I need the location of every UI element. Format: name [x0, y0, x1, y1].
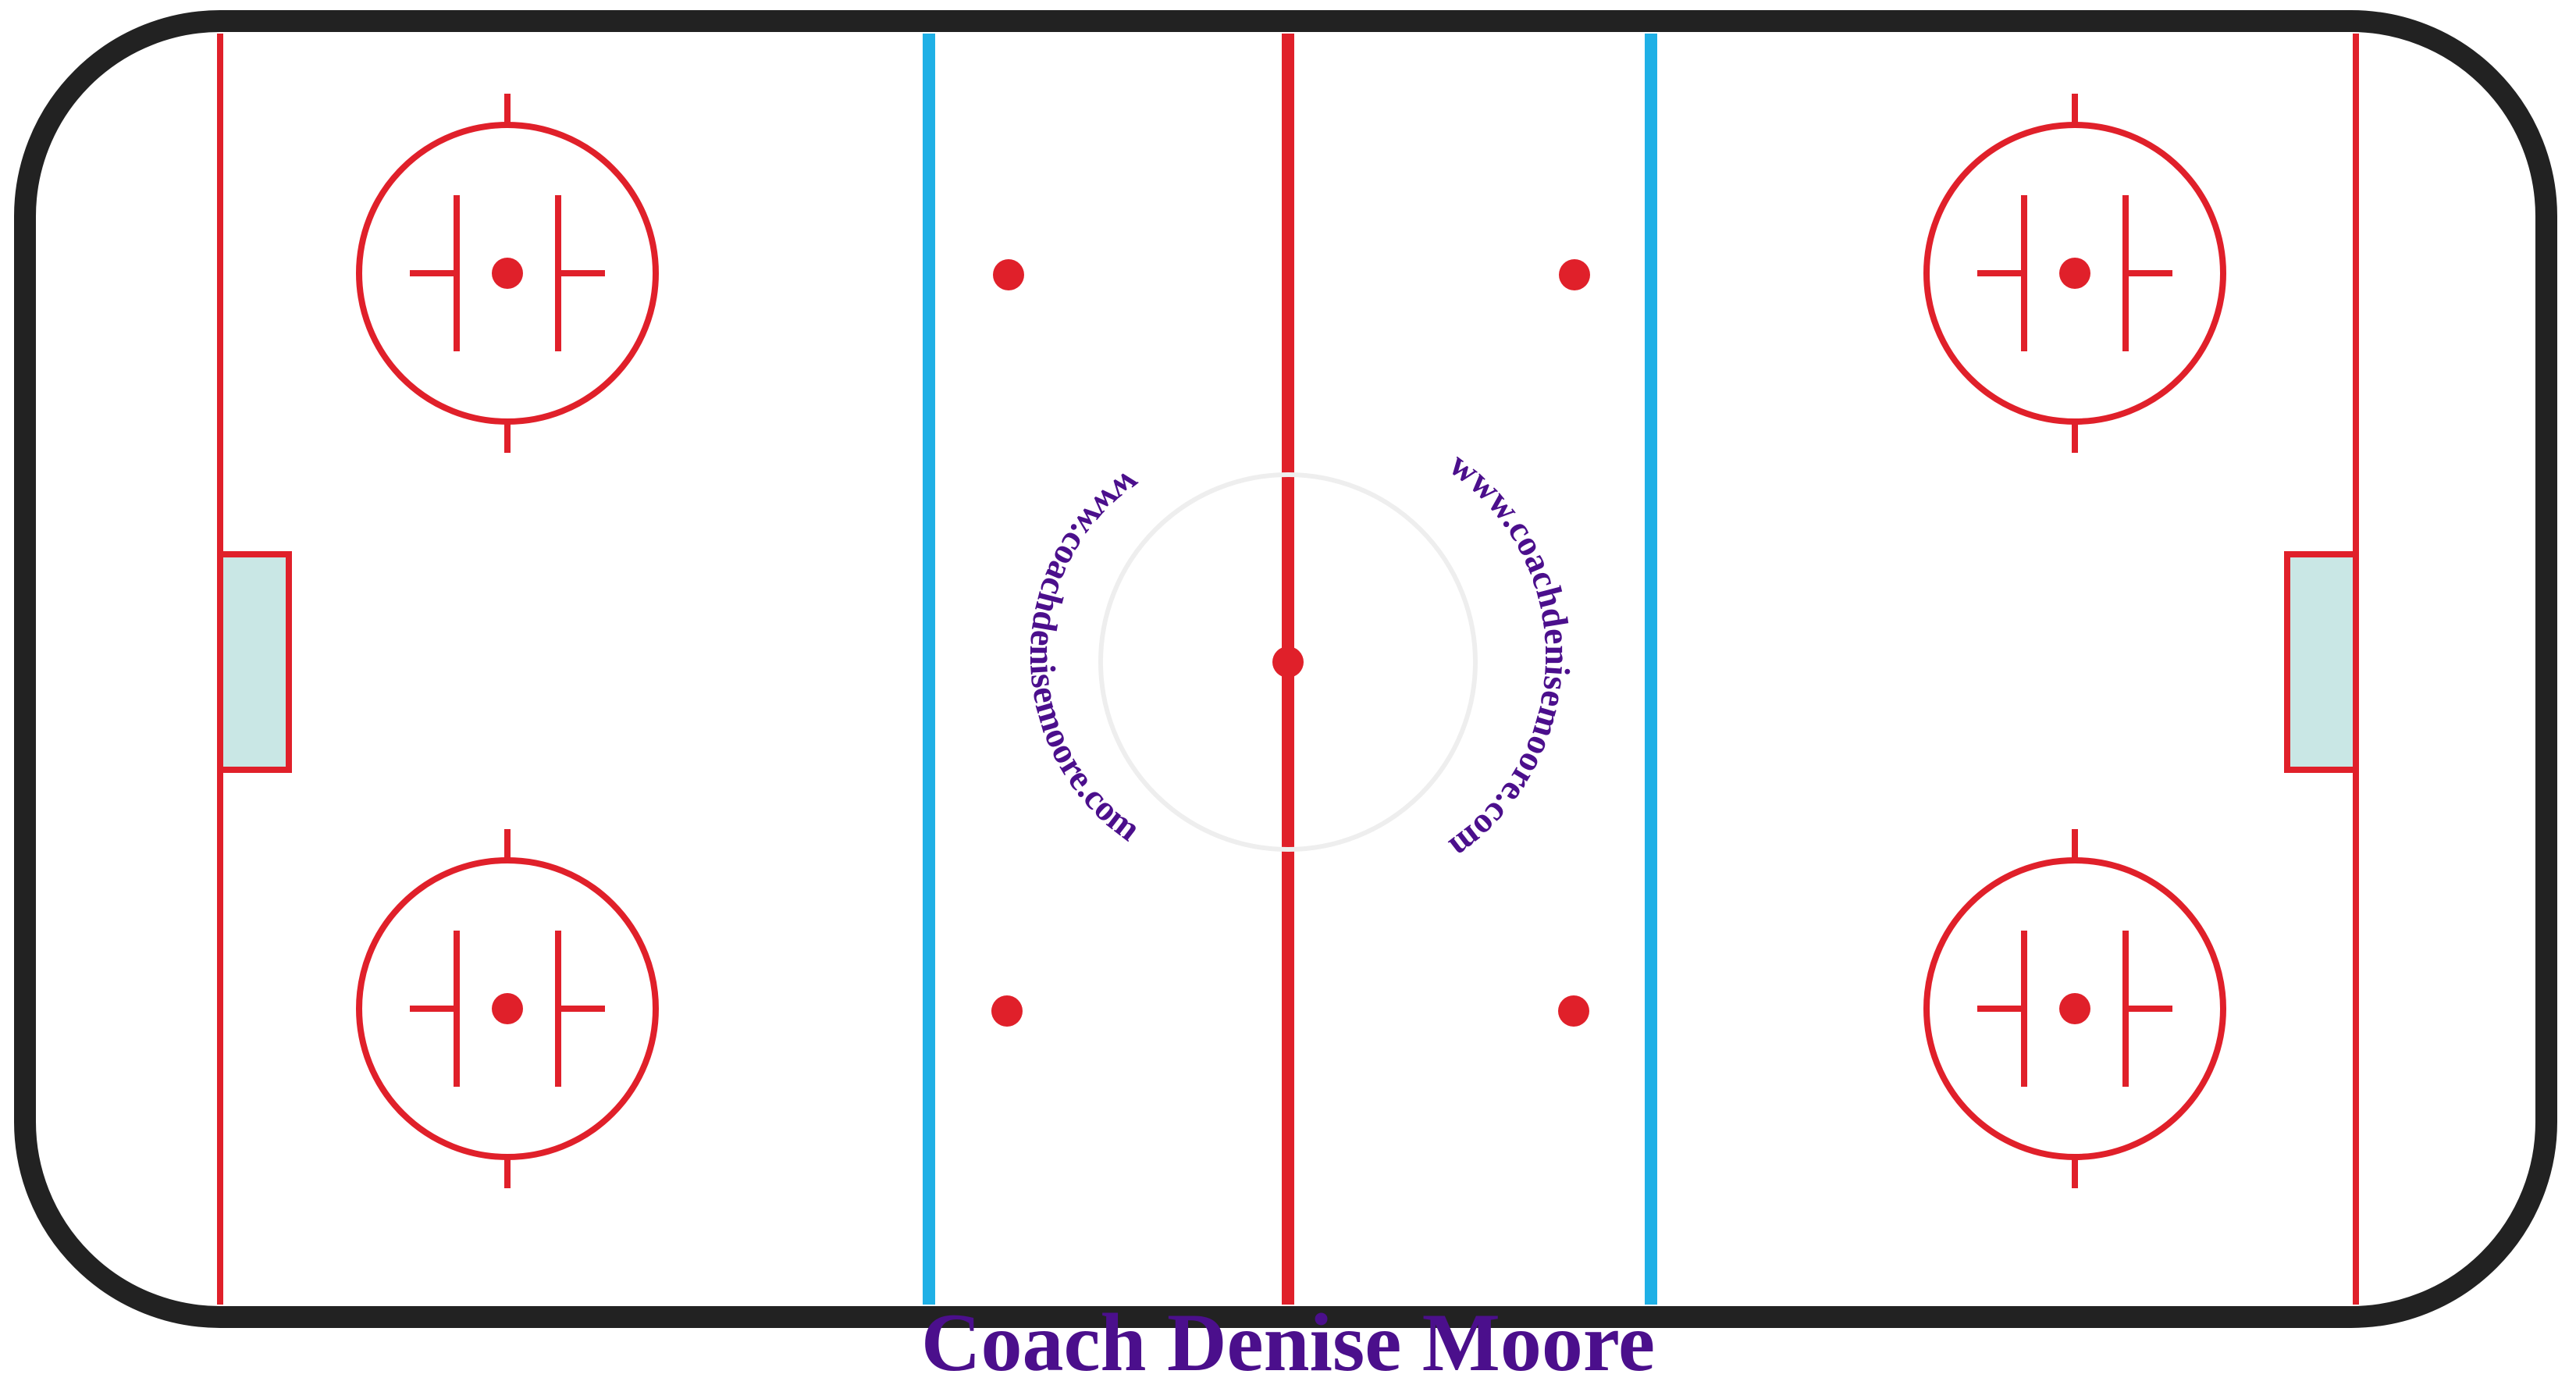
faceoff-circle-bottom-left	[356, 829, 659, 1188]
faceoff-circle-bottom-right	[1923, 829, 2226, 1188]
left-goal-crease	[217, 551, 292, 773]
neutral-dot-top-left	[993, 259, 1024, 290]
right-goal-crease	[2284, 551, 2359, 773]
coach-name-caption: Coach Denise Moore	[920, 1297, 1656, 1388]
center-faceoff-dot	[1272, 646, 1304, 678]
neutral-dot-bottom-right	[1558, 995, 1589, 1027]
neutral-dot-top-right	[1559, 259, 1590, 290]
neutral-dot-bottom-left	[991, 995, 1023, 1027]
center-circle	[1098, 472, 1478, 852]
faceoff-circle-top-right	[1923, 94, 2226, 453]
faceoff-circle-top-left	[356, 94, 659, 453]
